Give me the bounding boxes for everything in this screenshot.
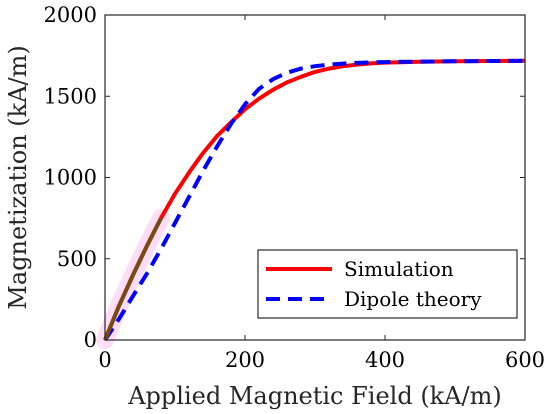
y-tick-label: 1500 [44,84,97,108]
x-tick-label: 0 [98,348,111,372]
y-tick-label: 0 [84,328,97,352]
legend-label-simulation: Simulation [344,257,454,281]
series-layer [96,58,526,349]
legend: Simulation Dipole theory [257,249,518,319]
y-tick-label: 500 [57,247,97,271]
x-axis-label: Applied Magnetic Field (kA/m) [127,382,502,410]
x-tick-label: 600 [505,348,545,372]
y-tick-label: 2000 [44,3,97,27]
x-tick-label: 200 [225,348,265,372]
legend-label-dipole-theory: Dipole theory [344,287,482,311]
y-axis-label: Magnetization (kA/m) [4,45,32,309]
y-tick-label: 1000 [44,166,97,190]
simulation-low-field-segment [103,217,163,341]
x-tick-label: 400 [365,348,405,372]
series-line-dipole-theory [103,58,526,342]
tick-layer: 0 200 400 600 0 500 1000 1500 2000 [44,3,546,372]
legend-box [257,249,518,319]
